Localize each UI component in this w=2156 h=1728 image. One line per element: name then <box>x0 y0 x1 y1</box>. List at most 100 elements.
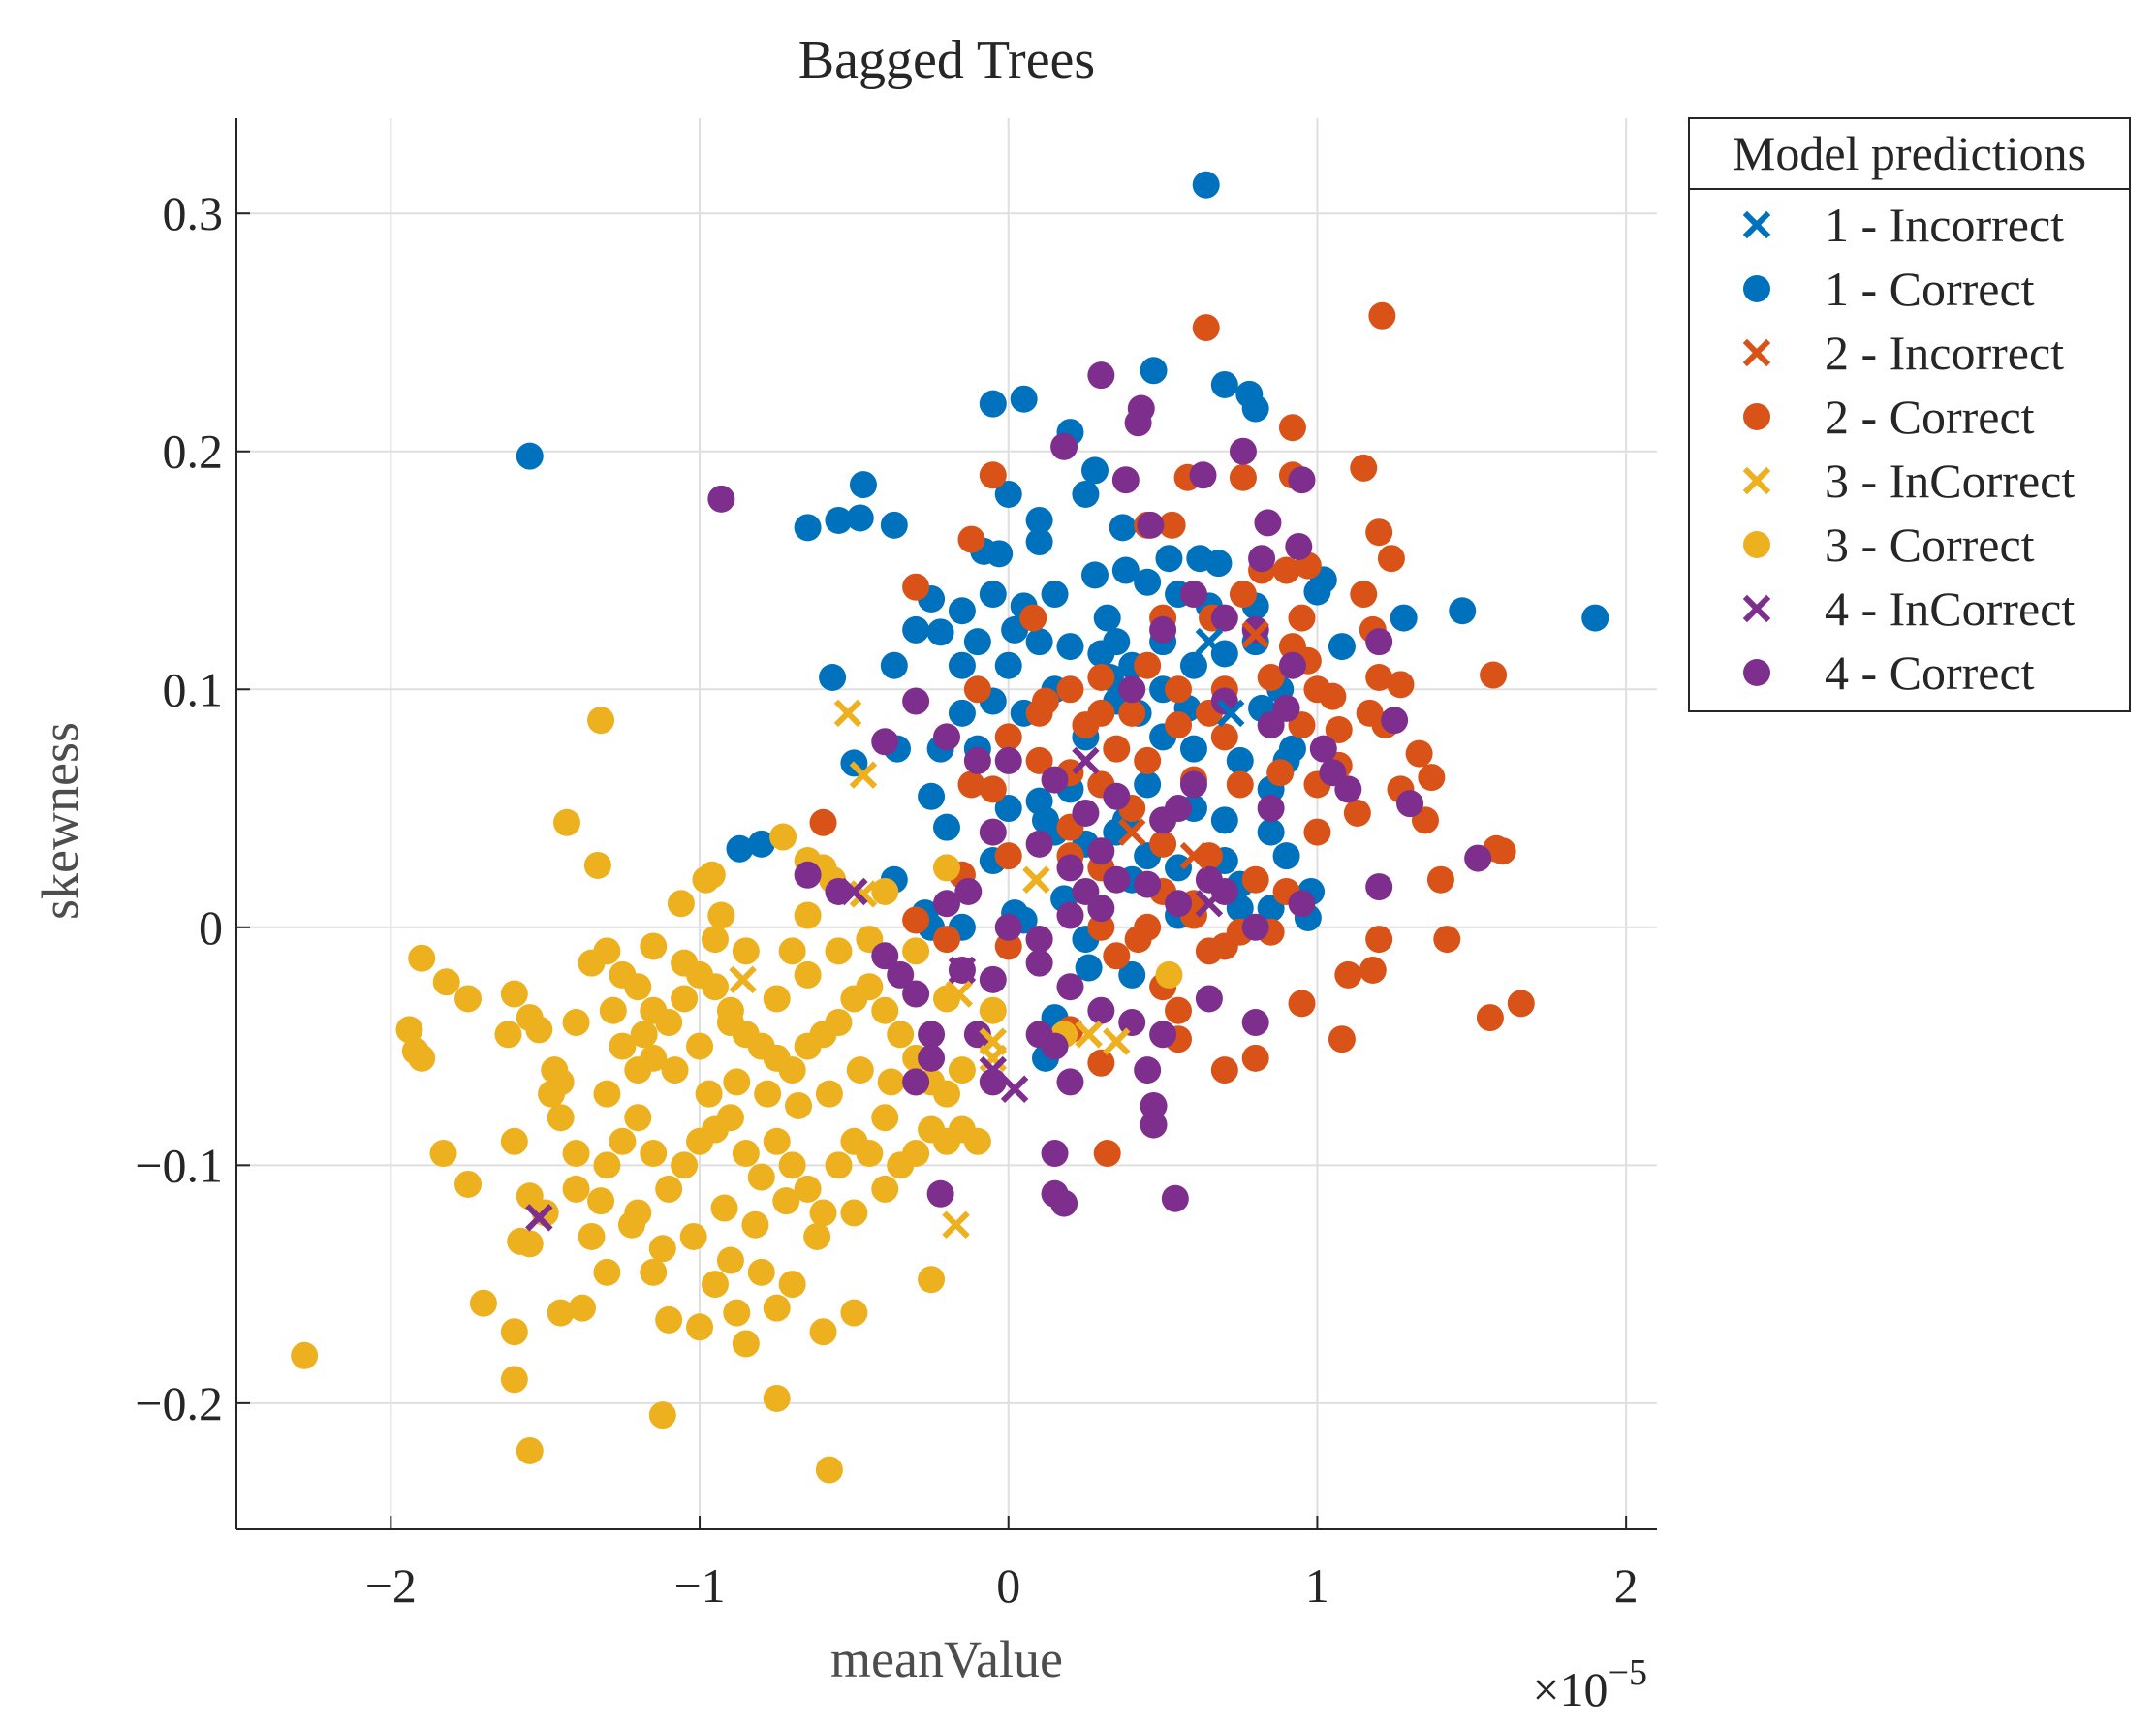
data-point <box>1041 766 1069 794</box>
data-point <box>723 1299 751 1327</box>
data-point <box>902 1068 930 1096</box>
data-point <box>617 1210 645 1239</box>
data-point <box>1103 942 1131 970</box>
data-point <box>500 980 528 1008</box>
data-point <box>1433 926 1461 954</box>
data-point <box>948 1056 976 1084</box>
data-point <box>1210 932 1238 960</box>
data-point <box>1103 735 1131 763</box>
data-point <box>1124 926 1152 954</box>
data-point <box>1216 699 1245 728</box>
data-point <box>1195 890 1224 918</box>
data-point <box>871 728 899 756</box>
data-point <box>1140 1091 1168 1119</box>
data-point <box>655 1009 683 1037</box>
data-point <box>747 1163 775 1191</box>
data-point <box>587 1187 615 1215</box>
data-point <box>538 1080 566 1108</box>
data-point <box>429 1140 457 1168</box>
data-point <box>547 1299 575 1327</box>
data-point <box>583 851 611 879</box>
data-point <box>1189 461 1217 489</box>
data-point <box>887 1021 915 1049</box>
data-point <box>1165 711 1193 739</box>
data-point <box>1161 1184 1189 1212</box>
data-point <box>846 504 874 532</box>
data-point <box>1165 675 1193 704</box>
data-point <box>825 1151 853 1179</box>
legend-marker <box>1742 594 1771 623</box>
data-point <box>1288 466 1316 494</box>
data-point <box>732 1330 760 1358</box>
data-point <box>593 1258 621 1286</box>
data-point <box>794 514 822 542</box>
legend-entry: 4 - Correct <box>1825 645 2035 700</box>
data-point <box>1072 746 1100 775</box>
data-point <box>957 525 985 553</box>
data-point <box>926 618 954 646</box>
y-tick-label: 0.2 <box>163 424 224 479</box>
data-point <box>871 1104 899 1132</box>
data-point <box>979 775 1007 803</box>
data-point <box>902 937 930 965</box>
x-axis-exponent: ×10−5 <box>1532 1652 1647 1716</box>
data-point <box>1155 960 1183 989</box>
data-point <box>716 1009 744 1037</box>
data-point <box>1050 432 1078 460</box>
data-point <box>640 932 668 960</box>
data-point <box>599 996 627 1024</box>
data-point <box>432 968 460 996</box>
data-point <box>1103 1027 1131 1055</box>
x-tick-label: −1 <box>673 1558 725 1613</box>
data-point <box>825 506 853 534</box>
data-point <box>979 965 1007 993</box>
legend-marker <box>1742 210 1771 239</box>
x-exponent-base: ×10 <box>1532 1662 1608 1716</box>
data-point <box>516 1230 544 1258</box>
data-point <box>1134 746 1162 774</box>
legend-entry: 2 - Incorrect <box>1825 326 2064 380</box>
data-point <box>1278 414 1306 442</box>
data-point <box>624 973 652 1001</box>
data-point <box>1464 844 1492 872</box>
data-point <box>1031 687 1059 715</box>
data-point <box>732 1140 760 1168</box>
data-point <box>979 390 1007 418</box>
data-point <box>500 1318 528 1346</box>
data-point <box>1319 759 1347 787</box>
data-point <box>902 980 930 1008</box>
data-point <box>1350 454 1378 482</box>
data-point <box>1365 663 1393 691</box>
data-point <box>849 471 877 499</box>
data-point <box>1476 1004 1504 1032</box>
data-point <box>732 937 760 965</box>
data-point <box>593 1151 621 1179</box>
data-point <box>1204 550 1233 578</box>
data-point <box>994 795 1022 823</box>
data-point <box>933 1080 960 1108</box>
data-point <box>1241 620 1269 649</box>
grid-lines <box>236 118 1657 1529</box>
data-point <box>763 1384 791 1412</box>
data-point <box>778 1151 806 1179</box>
data-point <box>1377 545 1405 573</box>
series-2-incorrect <box>1117 620 1269 870</box>
data-point <box>1056 854 1084 882</box>
data-point <box>794 1175 822 1203</box>
data-point <box>1118 960 1146 989</box>
data-point <box>1111 466 1140 494</box>
data-point <box>1195 865 1223 894</box>
data-point <box>1309 735 1337 763</box>
data-point <box>871 877 899 905</box>
data-point <box>825 1009 853 1037</box>
data-point <box>640 1258 668 1286</box>
data-point <box>1111 556 1140 584</box>
data-point <box>395 1016 423 1044</box>
data-point <box>803 1222 831 1250</box>
data-point <box>1449 597 1477 625</box>
data-point <box>815 1456 843 1484</box>
data-point <box>609 1127 637 1155</box>
y-tick-label: 0.1 <box>163 662 224 716</box>
legend: Model predictions 1 - Incorrect 1 - Correc… <box>1688 117 2131 712</box>
data-point <box>1226 746 1254 774</box>
